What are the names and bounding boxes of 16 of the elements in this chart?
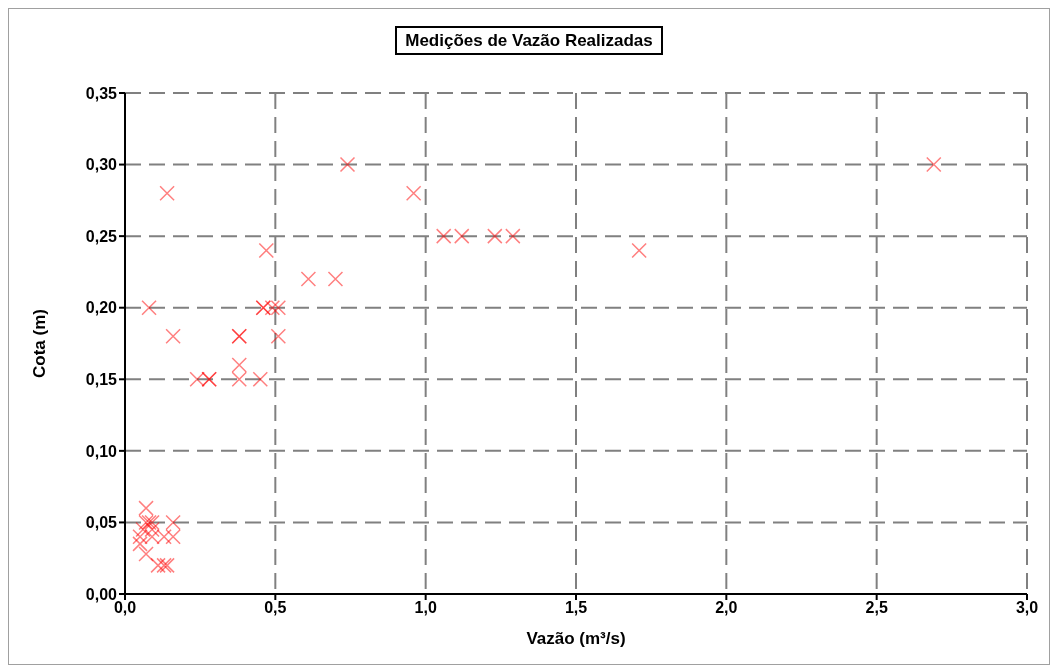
- x-axis-title: Vazão (m³/s): [526, 629, 626, 648]
- x-tick-label: 2,5: [865, 599, 888, 617]
- x-tick-label: 0,5: [264, 599, 287, 617]
- y-tick-label: 0,15: [85, 370, 118, 388]
- x-tick-label: 2,0: [715, 599, 738, 617]
- y-tick-label: 0,30: [85, 156, 118, 174]
- y-tick-label: 0,10: [85, 442, 118, 460]
- x-tick-label: 1,0: [414, 599, 437, 617]
- y-tick-label: 0,20: [85, 299, 118, 317]
- y-tick-label: 0,25: [85, 227, 118, 245]
- y-tick-label: 0,35: [85, 84, 118, 102]
- y-tick-label: 0,05: [85, 514, 118, 532]
- y-axis-title: Cota (m): [30, 309, 50, 378]
- x-tick-label: 3,0: [1015, 599, 1039, 617]
- chart-title: Medições de Vazão Realizadas: [395, 26, 663, 55]
- x-tick-label: 1,5: [564, 599, 588, 617]
